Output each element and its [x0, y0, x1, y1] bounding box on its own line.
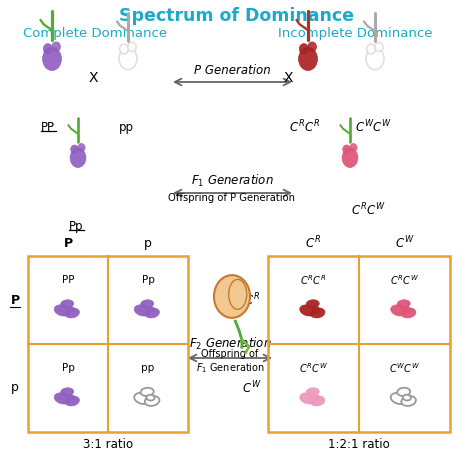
- Ellipse shape: [308, 42, 317, 52]
- Ellipse shape: [128, 42, 136, 52]
- Text: Complete Dominance: Complete Dominance: [23, 27, 167, 39]
- Ellipse shape: [141, 300, 154, 308]
- Ellipse shape: [306, 388, 319, 396]
- Ellipse shape: [145, 396, 159, 406]
- Ellipse shape: [65, 396, 80, 406]
- Ellipse shape: [299, 44, 309, 54]
- Ellipse shape: [145, 308, 159, 318]
- Text: pp: pp: [141, 363, 155, 373]
- Text: Incomplete Dominance: Incomplete Dominance: [278, 27, 432, 39]
- Ellipse shape: [403, 307, 411, 312]
- Ellipse shape: [141, 388, 154, 396]
- Ellipse shape: [366, 47, 384, 70]
- Ellipse shape: [43, 44, 53, 54]
- Text: $C^R$: $C^R$: [306, 235, 321, 251]
- Text: Spectrum of Dominance: Spectrum of Dominance: [119, 7, 355, 25]
- Ellipse shape: [397, 300, 410, 308]
- Ellipse shape: [343, 145, 350, 154]
- Text: 3:1 ratio: 3:1 ratio: [83, 438, 133, 452]
- Text: X: X: [88, 71, 98, 85]
- Ellipse shape: [134, 393, 150, 404]
- Text: Offspring of
$F_1$ Generation: Offspring of $F_1$ Generation: [196, 349, 264, 375]
- Text: PP: PP: [62, 275, 74, 285]
- Text: p: p: [11, 382, 19, 394]
- Text: $C^RC^R$: $C^RC^R$: [301, 273, 327, 287]
- Ellipse shape: [120, 44, 128, 54]
- Ellipse shape: [146, 307, 155, 312]
- Text: $C^RC^W$: $C^RC^W$: [390, 273, 419, 287]
- Bar: [28, 256, 188, 432]
- Ellipse shape: [78, 144, 85, 152]
- Text: pp: pp: [118, 120, 134, 134]
- Text: p: p: [144, 237, 152, 249]
- Text: $C^W$: $C^W$: [242, 380, 262, 396]
- Bar: [268, 256, 450, 432]
- Ellipse shape: [299, 47, 318, 71]
- Text: $F_1$ Generation: $F_1$ Generation: [191, 173, 273, 189]
- Text: 1:2:1 ratio: 1:2:1 ratio: [328, 438, 390, 452]
- Ellipse shape: [54, 305, 70, 316]
- Ellipse shape: [71, 145, 78, 154]
- Ellipse shape: [66, 307, 74, 312]
- Ellipse shape: [310, 308, 325, 318]
- Ellipse shape: [306, 300, 319, 308]
- Ellipse shape: [43, 47, 62, 71]
- Ellipse shape: [70, 148, 86, 167]
- Text: $C^R$: $C^R$: [244, 292, 260, 308]
- Ellipse shape: [66, 395, 74, 401]
- Text: PP: PP: [41, 120, 55, 134]
- Ellipse shape: [312, 395, 320, 401]
- Ellipse shape: [119, 47, 137, 70]
- Text: $C^WC^W$: $C^WC^W$: [389, 361, 420, 375]
- Ellipse shape: [391, 393, 407, 404]
- Text: P Generation: P Generation: [193, 64, 270, 76]
- Ellipse shape: [52, 42, 61, 52]
- Ellipse shape: [391, 305, 407, 316]
- Ellipse shape: [401, 396, 416, 406]
- Text: $C^RC^W$: $C^RC^W$: [299, 361, 328, 375]
- Text: Pp: Pp: [142, 275, 155, 285]
- Text: Pp: Pp: [69, 219, 83, 233]
- Ellipse shape: [146, 395, 155, 401]
- Ellipse shape: [134, 305, 150, 316]
- Ellipse shape: [312, 307, 320, 312]
- Text: P: P: [64, 237, 73, 249]
- Text: $C^RC^W$: $C^RC^W$: [351, 202, 385, 219]
- Ellipse shape: [300, 393, 316, 404]
- Text: X: X: [283, 71, 293, 85]
- Text: Pp: Pp: [62, 363, 74, 373]
- Ellipse shape: [61, 300, 74, 308]
- Ellipse shape: [397, 388, 410, 396]
- Ellipse shape: [401, 308, 416, 318]
- Text: $F_2$ Generation: $F_2$ Generation: [189, 336, 272, 352]
- Ellipse shape: [61, 388, 74, 396]
- Ellipse shape: [214, 275, 250, 318]
- Ellipse shape: [54, 393, 70, 404]
- Ellipse shape: [375, 42, 383, 52]
- Ellipse shape: [403, 395, 411, 401]
- Ellipse shape: [350, 144, 357, 152]
- Text: $C^W$: $C^W$: [395, 235, 414, 251]
- Text: $C^WC^W$: $C^WC^W$: [356, 118, 392, 135]
- Text: P: P: [10, 293, 19, 307]
- Ellipse shape: [310, 396, 325, 406]
- Ellipse shape: [367, 44, 375, 54]
- Ellipse shape: [65, 308, 80, 318]
- Ellipse shape: [342, 148, 358, 167]
- Text: $C^RC^R$: $C^RC^R$: [290, 118, 320, 135]
- Ellipse shape: [300, 305, 316, 316]
- Text: Offspring of P Generation: Offspring of P Generation: [168, 193, 295, 203]
